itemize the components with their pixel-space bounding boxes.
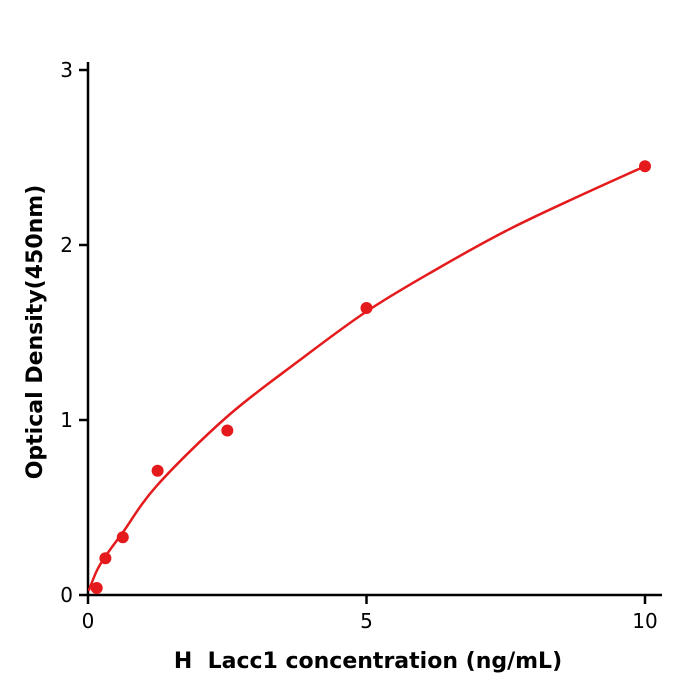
x-axis-title: H Lacc1 concentration (ng/mL) — [174, 649, 562, 674]
data-point — [639, 160, 651, 173]
y-tick-label: 2 — [60, 233, 73, 257]
data-point — [151, 464, 164, 477]
y-tick-label: 0 — [60, 583, 73, 607]
fit-curve-line — [87, 164, 647, 592]
data-point — [360, 302, 373, 314]
x-tick-label: 0 — [82, 609, 95, 633]
x-tick-label: 10 — [632, 609, 657, 633]
y-axis-title: Optical Density(450nm) — [23, 185, 48, 480]
y-tick-label: 3 — [60, 58, 73, 82]
data-point — [116, 531, 129, 544]
data-point — [221, 424, 234, 437]
data-point — [90, 582, 103, 594]
x-tick-label: 5 — [360, 609, 373, 633]
plot-area: 0 5 10 0 1 2 3 — [60, 58, 662, 633]
y-tick-label: 1 — [60, 408, 73, 432]
data-point — [99, 552, 112, 565]
